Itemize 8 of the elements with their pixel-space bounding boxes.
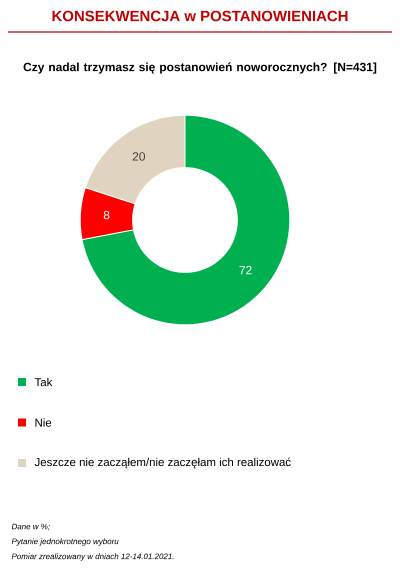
chart-title: KONSEKWENCJA w POSTANOWIENIACH — [52, 10, 348, 22]
data-label: 20 — [132, 152, 146, 161]
data-label: 72 — [240, 266, 252, 274]
legend-label: Nie — [35, 418, 52, 427]
data-label: 8 — [104, 210, 110, 220]
chart-subtitle: Czy nadal trzymasz się postanowień noworocznych? [N=431] — [24, 62, 376, 74]
legend-label: Tak — [34, 378, 52, 386]
legend-label: Jeszcze nie zacząłem/nie zaczęłam ich realizować — [34, 458, 291, 468]
